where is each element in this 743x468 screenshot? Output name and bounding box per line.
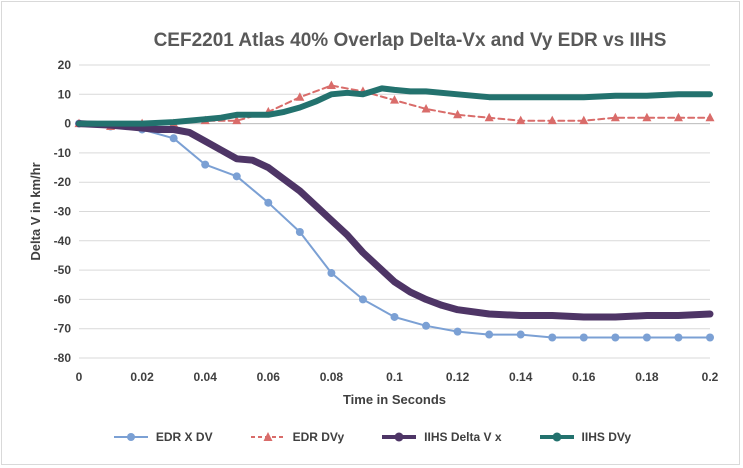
data-point [611,333,620,342]
data-point [264,198,273,207]
data-point [358,295,367,304]
data-point [169,134,178,143]
series-line-iihs-dvy [76,85,713,127]
legend-item: IIHS DVy [538,430,632,444]
x-tick-label: 0.04 [194,370,218,384]
x-tick-label: 0.2 [702,370,719,384]
x-tick-label: 0.02 [130,370,154,384]
data-point [516,115,526,125]
y-tick-label: 10 [58,87,72,101]
legend-item: IIHS Delta V x [380,430,502,444]
y-tick-label: -80 [54,351,72,365]
data-point [201,160,210,169]
legend-label: EDR X DV [155,430,213,444]
y-tick-label: 0 [64,117,71,131]
data-point [484,112,494,122]
data-point [705,112,715,122]
data-point [232,172,241,181]
series-line-edr-x-dv [78,122,711,339]
legend-swatch [113,433,148,441]
x-tick-label: 0.14 [509,370,533,384]
x-tick-label: 0.12 [446,370,470,384]
data-point [453,327,462,336]
y-tick-label: 20 [58,58,72,72]
data-point [579,115,589,125]
data-point [674,333,683,342]
data-point [422,321,431,330]
data-point [326,80,336,90]
x-tick-label: 0.1 [386,370,403,384]
data-point [516,330,525,339]
y-tick-label: -30 [54,205,72,219]
series-line-iihs-delta-v-x [75,120,714,321]
legend-label: IIHS Delta V x [424,430,502,444]
legend-swatch [539,432,574,442]
data-point [706,333,714,342]
data-point [485,330,494,339]
data-point [453,109,463,119]
chart-legend: EDR X DV EDR DVy IIHS Delta V x IIHS DVy [0,430,743,444]
data-point [295,228,304,237]
legend-swatch [250,432,285,441]
y-tick-label: -50 [54,263,72,277]
data-point [547,115,557,125]
x-tick-label: 0.16 [572,370,596,384]
x-tick-label: 0.18 [635,370,659,384]
data-point [579,333,588,342]
legend-label: EDR DVy [292,430,345,444]
data-point [390,95,399,104]
data-point [642,112,652,122]
data-point [421,103,431,113]
x-tick-label: 0.06 [257,370,281,384]
data-point [548,333,557,342]
data-point [327,269,336,278]
y-tick-label: -40 [54,234,72,248]
y-tick-label: -20 [54,175,72,189]
legend-item: EDR DVy [249,430,345,444]
data-point [295,92,305,101]
y-tick-label: -10 [54,146,72,160]
data-point [610,112,620,122]
y-axis-title: Delta V in km/hr [28,162,43,260]
chart-title: CEF2201 Atlas 40% Overlap Delta-Vx and V… [153,30,667,51]
x-axis-title: Time in Seconds [343,392,446,407]
data-point [232,115,242,125]
y-tick-label: -60 [54,292,72,306]
legend-label: IIHS DVy [581,430,632,444]
x-tick-label: 0.08 [320,370,344,384]
legend-swatch [382,432,417,442]
data-point [673,112,683,122]
y-tick-label: -70 [54,322,72,336]
data-point [642,333,651,342]
x-tick-label: 0 [76,370,83,384]
data-point [390,312,399,321]
legend-item: EDR X DV [112,430,213,444]
